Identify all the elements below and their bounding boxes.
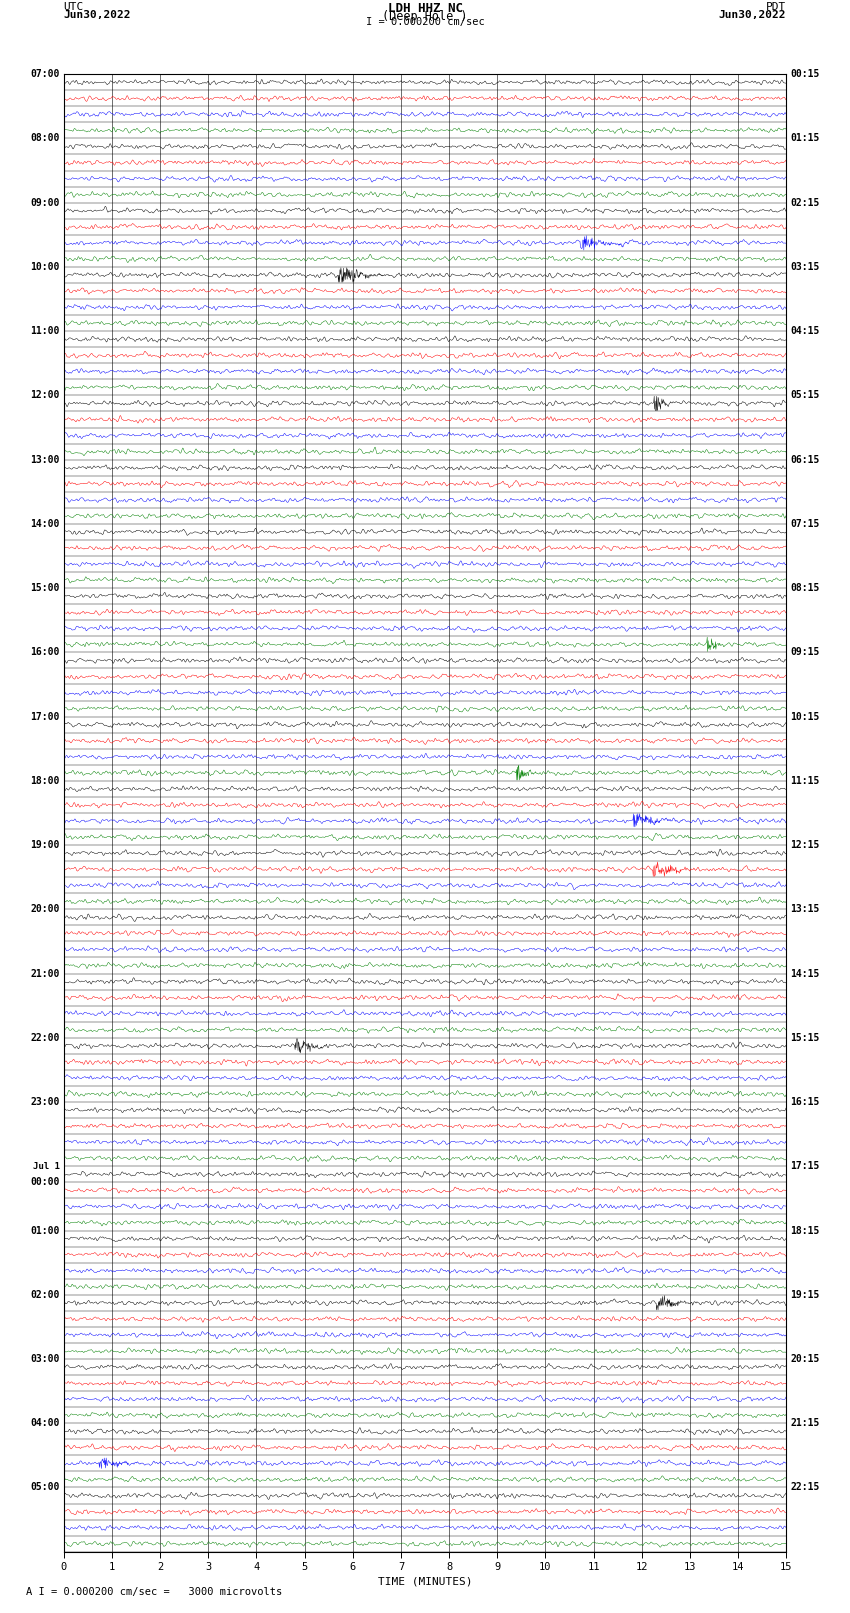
Text: 12:15: 12:15 [790, 840, 819, 850]
Text: 17:00: 17:00 [31, 711, 60, 721]
Text: 09:15: 09:15 [790, 647, 819, 658]
Text: 16:15: 16:15 [790, 1097, 819, 1107]
Text: 03:15: 03:15 [790, 261, 819, 273]
Text: 04:15: 04:15 [790, 326, 819, 336]
Text: 02:15: 02:15 [790, 198, 819, 208]
Text: 12:00: 12:00 [31, 390, 60, 400]
Text: 06:15: 06:15 [790, 455, 819, 465]
Text: Jul 1: Jul 1 [32, 1161, 60, 1171]
Text: 22:15: 22:15 [790, 1482, 819, 1492]
Text: A I = 0.000200 cm/sec =   3000 microvolts: A I = 0.000200 cm/sec = 3000 microvolts [26, 1587, 281, 1597]
Text: 21:00: 21:00 [31, 968, 60, 979]
Text: (Deep Hole ): (Deep Hole ) [382, 10, 468, 23]
Text: 15:00: 15:00 [31, 584, 60, 594]
Text: 19:15: 19:15 [790, 1290, 819, 1300]
Text: 01:15: 01:15 [790, 134, 819, 144]
Text: 20:15: 20:15 [790, 1353, 819, 1365]
X-axis label: TIME (MINUTES): TIME (MINUTES) [377, 1576, 473, 1586]
Text: Jun30,2022: Jun30,2022 [64, 10, 131, 19]
Text: LDH HHZ NC: LDH HHZ NC [388, 3, 462, 16]
Text: 16:00: 16:00 [31, 647, 60, 658]
Text: 08:00: 08:00 [31, 134, 60, 144]
Text: 01:00: 01:00 [31, 1226, 60, 1236]
Text: 20:00: 20:00 [31, 905, 60, 915]
Text: 03:00: 03:00 [31, 1353, 60, 1365]
Text: 07:00: 07:00 [31, 69, 60, 79]
Text: 22:00: 22:00 [31, 1032, 60, 1042]
Text: 18:00: 18:00 [31, 776, 60, 786]
Text: 10:00: 10:00 [31, 261, 60, 273]
Text: 11:15: 11:15 [790, 776, 819, 786]
Text: 09:00: 09:00 [31, 198, 60, 208]
Text: 21:15: 21:15 [790, 1418, 819, 1428]
Text: 18:15: 18:15 [790, 1226, 819, 1236]
Text: 02:00: 02:00 [31, 1290, 60, 1300]
Text: I = 0.000200 cm/sec: I = 0.000200 cm/sec [366, 18, 484, 27]
Text: 11:00: 11:00 [31, 326, 60, 336]
Text: 17:15: 17:15 [790, 1161, 819, 1171]
Text: PDT: PDT [766, 3, 786, 13]
Text: 00:00: 00:00 [31, 1177, 60, 1187]
Text: 19:00: 19:00 [31, 840, 60, 850]
Text: 14:00: 14:00 [31, 519, 60, 529]
Text: Jun30,2022: Jun30,2022 [719, 10, 786, 19]
Text: 05:15: 05:15 [790, 390, 819, 400]
Text: 14:15: 14:15 [790, 968, 819, 979]
Text: 13:15: 13:15 [790, 905, 819, 915]
Text: 00:15: 00:15 [790, 69, 819, 79]
Text: 13:00: 13:00 [31, 455, 60, 465]
Text: 10:15: 10:15 [790, 711, 819, 721]
Text: 07:15: 07:15 [790, 519, 819, 529]
Text: UTC: UTC [64, 3, 84, 13]
Text: 08:15: 08:15 [790, 584, 819, 594]
Text: 04:00: 04:00 [31, 1418, 60, 1428]
Text: 05:00: 05:00 [31, 1482, 60, 1492]
Text: 23:00: 23:00 [31, 1097, 60, 1107]
Text: 15:15: 15:15 [790, 1032, 819, 1042]
